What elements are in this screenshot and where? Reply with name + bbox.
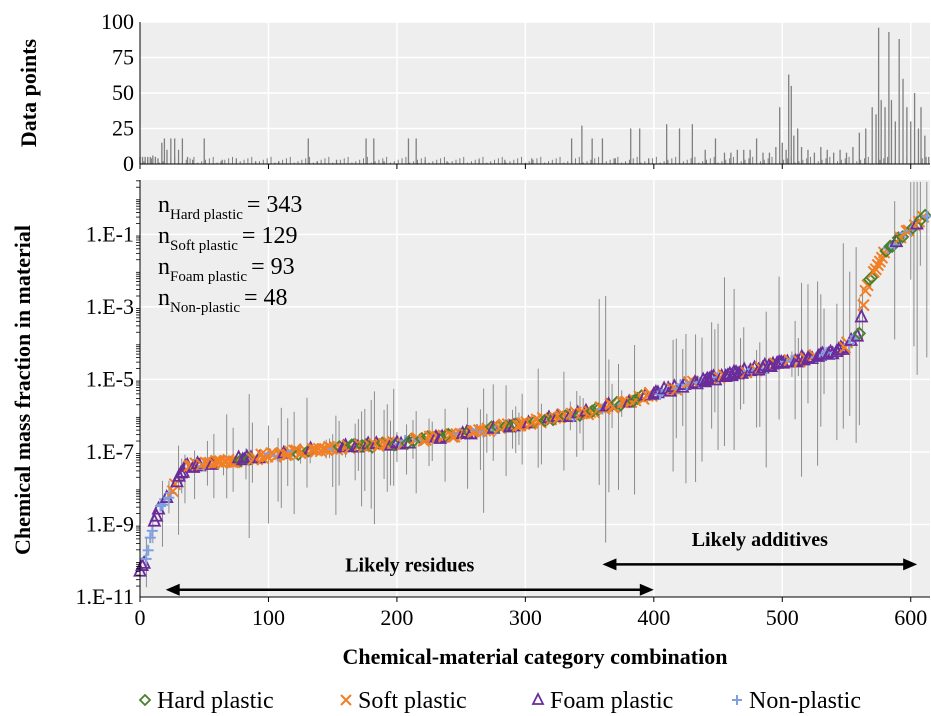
x-tick-label: 500 (766, 605, 799, 630)
foam-plastic-marker (854, 308, 869, 323)
bottom-y-axis-title: Chemical mass fraction in material (10, 225, 35, 555)
non-plastic-marker (146, 525, 158, 537)
soft-plastic-marker-stroke (257, 452, 270, 465)
sample-size-label: nNon-plastic = 48 (158, 285, 288, 316)
soft-plastic-marker (871, 258, 885, 272)
y-tick-label: 1.E-5 (86, 366, 134, 391)
non-plastic-marker (140, 553, 152, 565)
x-tick-label: 100 (252, 605, 285, 630)
y-tick-label: 1.E-1 (86, 221, 134, 246)
y-tick-label: 1.E-11 (76, 584, 134, 609)
sample-size-label: nHard plastic = 343 (158, 192, 302, 223)
soft-plastic-marker-stroke (871, 258, 885, 272)
y-tick-label: 1.E-3 (86, 294, 134, 319)
soft-plastic-marker-stroke (497, 418, 510, 431)
top-y-tick-label: 25 (112, 116, 134, 141)
sample-size-category: Foam plastic (170, 269, 247, 285)
sample-size-category: Soft plastic (170, 238, 238, 254)
top-bars (139, 27, 930, 164)
x-tick-label: 0 (135, 605, 146, 630)
soft-plastic-marker-stroke (166, 484, 180, 498)
legend-marker-triangle (531, 691, 545, 705)
bottom-plot-area (140, 180, 930, 597)
top-y-axis-title: Data points (16, 38, 41, 147)
soft-plastic-marker-stroke (857, 298, 870, 312)
annotation-label: Likely residues (345, 554, 474, 576)
x-tick-label: 200 (380, 605, 413, 630)
x-ticks: 0 100 200 300 400 500 600 (135, 597, 927, 630)
x-tick-label: 600 (894, 605, 927, 630)
non-plastic-marker (142, 544, 154, 556)
top-y-tick-label: 75 (112, 45, 134, 70)
legend-item: Non-plastic (732, 688, 861, 714)
sample-size-label: nSoft plastic = 129 (158, 223, 297, 254)
top-panel-data-points: 0 25 50 75 100 Data points (16, 9, 930, 176)
annotation-arrow-head-left (165, 583, 180, 596)
legend-marker-plus (732, 695, 742, 705)
sample-size-prefix: n (158, 254, 170, 280)
legend-item: Soft plastic (340, 688, 467, 714)
annotations: Likely residues Likely additives (165, 529, 918, 596)
sample-size-count: = 93 (251, 254, 295, 280)
legend-label: Foam plastic (550, 688, 673, 714)
bottom-panel-mass-fraction: 1.E-11 1.E-9 1.E-7 1.E-5 1.E-3 1.E-1 0 100 200 3… (10, 180, 931, 669)
foam-plastic-marker (889, 233, 904, 248)
soft-plastic-marker (497, 418, 510, 431)
sample-size-prefix: n (158, 223, 170, 249)
hard-plastic-marker (864, 270, 879, 285)
legend-item: Hard plastic (138, 688, 274, 714)
sample-size-category: Hard plastic (170, 207, 243, 223)
soft-plastic-marker-stroke (255, 448, 268, 461)
hard-plastic-marker (546, 412, 560, 427)
x-tick-label: 300 (509, 605, 542, 630)
hard-plastic-marker (918, 208, 931, 223)
sample-size-label: nFoam plastic = 93 (158, 254, 295, 285)
foam-plastic-marker (149, 507, 164, 522)
x-tick-label: 400 (637, 605, 670, 630)
soft-plastic-marker (166, 484, 180, 498)
annotation-arrow-head-right (639, 583, 654, 596)
legend-marker-x (340, 694, 352, 706)
annotation-arrow-head-right (903, 558, 918, 571)
soft-plastic-marker-stroke (873, 255, 887, 268)
legend-label: Soft plastic (358, 688, 467, 714)
legend-label: Hard plastic (157, 688, 274, 714)
annotation-arrow-head-left (602, 558, 617, 571)
sample-size-count: = 129 (242, 223, 298, 249)
y-tick-label: 1.E-9 (86, 511, 134, 536)
hard-plastic-marker (852, 326, 867, 341)
top-y-ticks: 0 25 50 75 100 (101, 9, 930, 176)
legend-item: Foam plastic (531, 688, 673, 714)
legend-marker-stroke (340, 694, 352, 706)
top-y-tick-label: 100 (101, 9, 134, 34)
legend: Hard plastic Soft plastic Foam plastic Non-… (138, 688, 861, 714)
soft-plastic-marker (257, 452, 270, 465)
top-y-tick-label: 0 (123, 151, 134, 176)
legend-marker-diamond (138, 693, 152, 707)
data-markers (133, 208, 931, 577)
soft-plastic-marker (857, 298, 870, 312)
hard-plastic-marker (895, 230, 910, 244)
sample-size-category: Non-plastic (170, 300, 240, 316)
legend-label: Non-plastic (749, 688, 861, 714)
bottom-y-ticks: 1.E-11 1.E-9 1.E-7 1.E-5 1.E-3 1.E-1 (76, 180, 930, 609)
x-axis-title: Chemical-material category combination (343, 644, 728, 669)
sample-size-prefix: n (158, 192, 170, 218)
sample-size-prefix: n (158, 285, 170, 311)
sample-size-count: = 343 (247, 192, 303, 218)
soft-plastic-marker-stroke (472, 423, 486, 437)
top-y-tick-label: 50 (112, 80, 134, 105)
non-plastic-marker (144, 532, 156, 544)
soft-plastic-marker (873, 255, 887, 268)
sample-size-count: = 48 (244, 285, 288, 311)
hard-plastic-marker (585, 404, 599, 418)
annotation-label: Likely additives (692, 529, 828, 551)
y-tick-label: 1.E-7 (86, 439, 134, 464)
